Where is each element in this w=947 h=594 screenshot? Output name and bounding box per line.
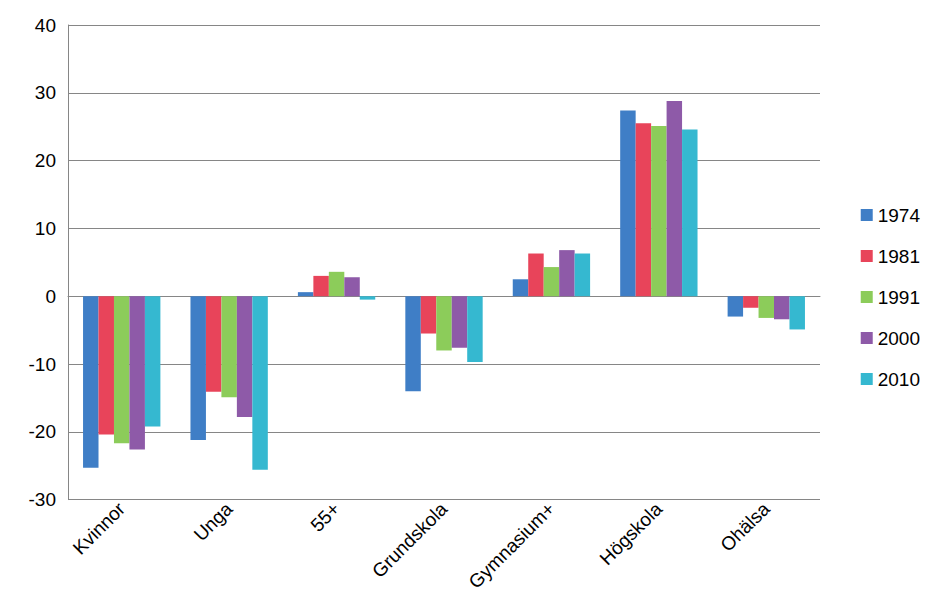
svg-text:Grundskola: Grundskola — [368, 498, 452, 582]
svg-text:10: 10 — [35, 218, 56, 239]
svg-text:Högskola: Högskola — [595, 498, 666, 569]
svg-text:Unga: Unga — [190, 498, 237, 545]
svg-text:-10: -10 — [29, 354, 56, 375]
svg-text:Gymnasium+: Gymnasium+ — [465, 498, 559, 592]
svg-text:1991: 1991 — [878, 287, 920, 308]
svg-text:20: 20 — [35, 150, 56, 171]
svg-text:-30: -30 — [29, 489, 56, 510]
svg-text:55+: 55+ — [306, 498, 344, 536]
svg-text:1981: 1981 — [878, 246, 920, 267]
svg-text:0: 0 — [45, 286, 56, 307]
svg-text:30: 30 — [35, 82, 56, 103]
svg-text:2000: 2000 — [878, 328, 920, 349]
svg-text:1974: 1974 — [878, 205, 921, 226]
svg-text:40: 40 — [35, 15, 56, 36]
svg-text:Ohälsa: Ohälsa — [716, 498, 774, 556]
svg-text:2010: 2010 — [878, 369, 920, 390]
svg-text:-20: -20 — [29, 421, 56, 442]
svg-text:Kvinnor: Kvinnor — [69, 498, 129, 558]
